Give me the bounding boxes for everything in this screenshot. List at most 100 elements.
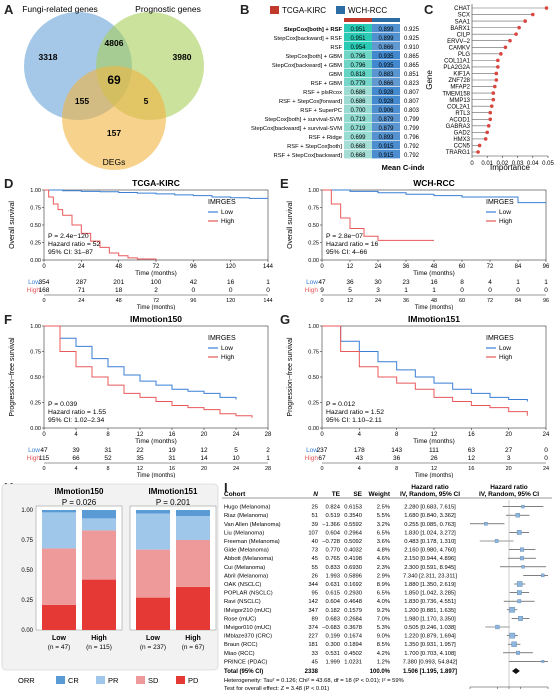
orr-legend-label: PR	[108, 676, 119, 685]
km-risk-low: 8	[460, 279, 464, 286]
km-stat: P = 2.4e−120	[48, 233, 89, 240]
km-y-tick-label: 0.50	[308, 223, 319, 229]
km-risk-high: 1	[404, 287, 408, 294]
forest-row-se: 0.2930	[344, 591, 362, 597]
forest-plot-header-sub: IV, Random, 95% CI	[479, 491, 539, 498]
cindex-value-tcga: 0.951	[350, 36, 366, 42]
km-y-tick-label: 0.25	[30, 241, 41, 247]
km-risk-x-tick-label: 144	[263, 298, 272, 304]
venn-count-c: 157	[107, 128, 121, 138]
forest-row-weight: 2.3%	[377, 565, 390, 571]
forest-row-n: 39	[312, 522, 318, 528]
km-y-tick-label: 0.50	[308, 375, 319, 381]
imp-point	[493, 84, 497, 89]
orr-bar-sd	[42, 548, 76, 605]
cindex-cell-wch	[372, 132, 400, 141]
imp-gene-label: ERVV–2	[447, 39, 471, 45]
imp-gene-label: CILP	[457, 32, 470, 38]
orr-bar-pd	[176, 586, 210, 630]
forest-row-ci: 1.850 [1.042, 3.285]	[404, 591, 456, 597]
km-risk-x-tick-label: 8	[395, 466, 398, 472]
imp-point	[491, 91, 496, 95]
km-risk-high: 14	[200, 455, 208, 462]
imp-point	[508, 38, 512, 43]
orr-group-n: (n = 67)	[182, 644, 205, 651]
km-stat: 95% CI: 4–66	[326, 249, 367, 256]
forest-row-te: 0.531	[325, 651, 340, 657]
km-risk-x-tick-label: 48	[431, 298, 437, 304]
imp-gene-label: RTL3	[455, 111, 470, 117]
forest-point	[517, 590, 522, 595]
orr-p-value: P = 0.201	[156, 498, 191, 507]
venn-count-b: 3980	[173, 52, 192, 62]
forest-header-weight: Weight	[368, 491, 390, 498]
cindex-value-tcga: 0.818	[350, 72, 366, 78]
km-risk-x-tick-label: 96	[190, 298, 196, 304]
km-stat: Hazard ratio = 1.55	[48, 409, 106, 416]
cindex-cell-tcga	[344, 78, 372, 87]
cindex-value-wch: 0.879	[378, 126, 394, 132]
km-risk-low: 201	[113, 279, 124, 286]
km-x-tick-label: 96	[543, 264, 550, 270]
km-risk-low: 143	[391, 447, 402, 454]
km-x-tick-label: 0	[42, 264, 46, 270]
forest-row-se: 0.5092	[344, 539, 362, 545]
orr-bar-pr	[136, 513, 170, 550]
cindex-cell-wch	[372, 114, 400, 123]
cindex-value-wch: 0.928	[378, 90, 394, 96]
forest-row-cohort: Riaz (Melanoma)	[224, 513, 268, 519]
forest-row-te: 0.300	[325, 642, 340, 648]
km-risk-high: 35	[136, 455, 144, 462]
imp-xlabel: Importance	[490, 163, 531, 172]
forest-point	[521, 504, 525, 509]
km-risk-low: 100	[151, 279, 162, 286]
km-title: WCH-RCC	[413, 178, 455, 188]
forest-point	[511, 641, 517, 647]
km-x-tick-label: 84	[515, 264, 522, 270]
orr-bar-cr	[176, 510, 210, 516]
cindex-cell-wch	[372, 141, 400, 150]
forest-row-n: 344	[308, 582, 318, 588]
forest-row-ci: 1.830 [1.024, 3.272]	[404, 530, 456, 536]
km-risk-low: 23	[402, 279, 410, 286]
km-risk-high: 52	[104, 455, 112, 462]
km-risk-high: 26	[430, 455, 438, 462]
forest-total-diamond	[512, 668, 520, 674]
km-x-tick-label: 8	[395, 432, 399, 438]
km-legend-label-low: Low	[499, 345, 511, 352]
imp-point	[496, 58, 500, 63]
forest-point	[541, 659, 545, 663]
forest-point	[515, 513, 520, 518]
km-risk-low: 1	[544, 279, 548, 286]
orr-legend-title: ORR	[18, 676, 35, 685]
cindex-mean-value: 0.925	[404, 27, 420, 33]
km-x-tick-label: 16	[169, 432, 176, 438]
forest-row-ci: 1.830 [0.736, 4.551]	[404, 599, 456, 605]
km-risk-x-tick-label: 12	[137, 466, 143, 472]
km-risk-high: 9	[320, 287, 324, 294]
km-y-tick-label: 1.00	[30, 188, 41, 194]
km-risk-high: 3	[507, 455, 511, 462]
cindex-mean-value: 0.796	[404, 135, 420, 141]
km-legend-label-low: Low	[221, 345, 233, 352]
km-risk-low: 16	[430, 279, 438, 286]
km-risk-x-tick-label: 0	[320, 466, 323, 472]
km-risk-x-tick-label: 24	[375, 298, 381, 304]
forest-point	[519, 556, 524, 561]
forest-row-weight: 2.5%	[377, 505, 390, 511]
orr-p-value: P = 0.026	[62, 498, 97, 507]
forest-row-se: 0.4198	[344, 556, 362, 562]
cindex-cell-tcga	[344, 33, 372, 42]
forest-row-weight: 8.5%	[377, 642, 390, 648]
cindex-mean-value: 0.865	[404, 54, 420, 60]
forest-row-te: 0.683	[325, 616, 340, 622]
cindex-mean-value: 0.799	[404, 117, 420, 123]
km-risk-low: 4	[488, 279, 492, 286]
cindex-value-tcga: 0.951	[350, 27, 366, 33]
imp-point	[517, 25, 521, 30]
tcga-column-bar	[344, 18, 372, 22]
km-risk-x-tick-label: 4	[74, 466, 77, 472]
km-risk-high: 31	[168, 455, 176, 462]
km-x-tick-label: 24	[233, 432, 240, 438]
forest-row-weight: 6.5%	[377, 530, 390, 536]
